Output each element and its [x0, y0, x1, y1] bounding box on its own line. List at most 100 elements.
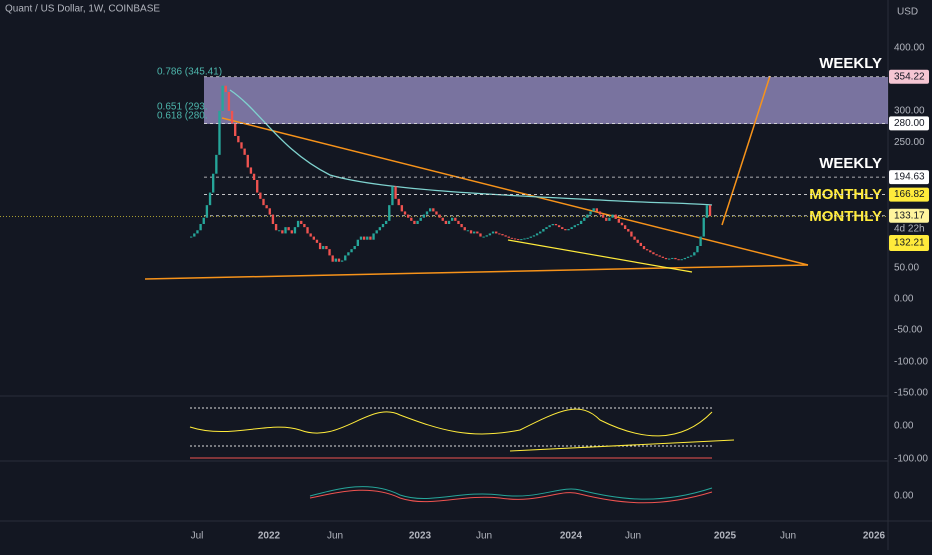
oscillator2-line [309, 486, 713, 500]
candle [284, 227, 287, 234]
candle [693, 252, 696, 256]
osc-scale-label: 0.00 [894, 421, 914, 432]
candle [344, 255, 347, 261]
candle [230, 110, 234, 124]
candle [243, 148, 246, 155]
candle [567, 229, 570, 231]
time-label: Jun [476, 531, 492, 542]
candle [661, 256, 665, 258]
candle [573, 225, 576, 228]
candle [664, 257, 668, 260]
time-label: Jul [191, 531, 204, 542]
price-marker-label: 166.82 [894, 189, 925, 200]
fib-label: 0.786 (345.41) [157, 67, 222, 78]
candle [655, 254, 658, 256]
candle [441, 217, 444, 221]
candle [539, 231, 542, 234]
candle [296, 220, 300, 228]
candle [306, 227, 309, 234]
candle [362, 236, 366, 240]
candle [605, 217, 608, 221]
candle [535, 233, 539, 236]
candle [218, 110, 221, 155]
candle [466, 230, 470, 232]
candle [240, 142, 243, 149]
candle [193, 233, 196, 237]
candle [507, 236, 510, 238]
candle [523, 238, 526, 240]
osc-scale-label: -100.00 [894, 454, 928, 465]
time-label: 2023 [409, 531, 432, 542]
candle [476, 231, 479, 234]
candle [262, 198, 265, 206]
candle [548, 225, 551, 228]
candle [454, 217, 457, 221]
candle [237, 136, 240, 143]
fib-label: 0.651 (293. [157, 102, 208, 113]
candle [227, 92, 231, 111]
candle [447, 220, 451, 224]
candle [312, 236, 315, 240]
time-label: Jun [625, 531, 641, 542]
candle [649, 250, 652, 253]
candle [246, 154, 249, 168]
last-price-box [889, 235, 929, 251]
candle [221, 85, 224, 111]
moving-average [229, 89, 713, 206]
candle [495, 231, 498, 234]
projection [721, 75, 771, 226]
candle [274, 224, 278, 231]
candle [318, 242, 322, 250]
candle [337, 258, 341, 262]
time-label: 2024 [560, 531, 583, 542]
time-label: Jun [327, 531, 343, 542]
time-label: 2026 [863, 531, 886, 542]
candle [331, 255, 334, 262]
symbol-title: Quant / US Dollar, 1W, COINBASE [5, 4, 160, 15]
candle [479, 233, 482, 237]
candle [334, 258, 337, 262]
candle [435, 211, 438, 215]
candle [699, 236, 702, 246]
annotation: WEEKLY [819, 55, 882, 72]
candle [350, 249, 353, 253]
candle [579, 220, 583, 224]
candle [551, 224, 554, 226]
last-price-label: 132.21 [894, 238, 925, 249]
candle [205, 205, 209, 218]
candle [598, 211, 602, 215]
candle [463, 227, 466, 231]
candle [680, 259, 683, 261]
candle [290, 230, 293, 234]
candle [623, 225, 627, 230]
candle [583, 217, 586, 221]
candle [482, 236, 485, 238]
candle [425, 211, 429, 215]
candle [196, 230, 199, 234]
candle [630, 231, 633, 237]
osc2-scale-label: 0.00 [894, 491, 914, 502]
candle [281, 230, 284, 234]
candle [473, 231, 476, 234]
candle [595, 208, 598, 212]
lower-scale-label: -100.00 [894, 357, 928, 368]
candle [645, 249, 649, 251]
candle [696, 246, 699, 253]
candle [378, 227, 382, 231]
candle [300, 220, 303, 224]
candle [642, 246, 646, 250]
candle [498, 233, 501, 235]
annotation: WEEKLY [819, 155, 882, 172]
candle [532, 235, 536, 237]
candle [366, 236, 369, 240]
lower-scale-label: -50.00 [894, 325, 923, 336]
candle [570, 227, 573, 230]
candle [287, 227, 290, 231]
candle [419, 217, 422, 221]
candle [249, 167, 253, 174]
candle [372, 233, 375, 240]
candle [561, 227, 564, 230]
price-marker-label: 354.22 [894, 71, 925, 82]
candle [432, 208, 435, 212]
